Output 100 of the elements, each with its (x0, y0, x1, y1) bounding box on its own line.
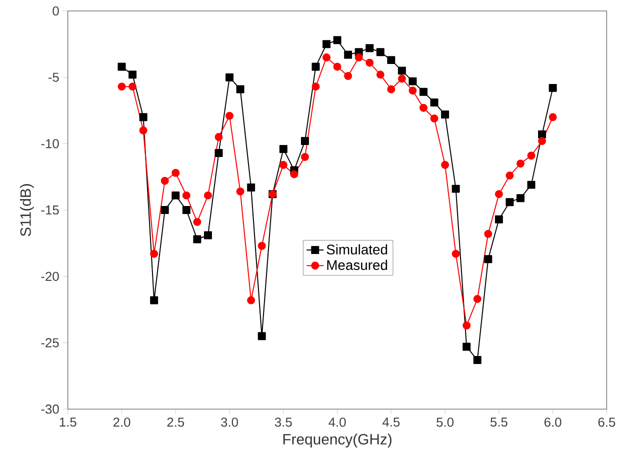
point (204, 231, 212, 240)
point (258, 332, 266, 340)
x-tick-label: 4.5 (382, 418, 400, 427)
point (193, 235, 202, 244)
point (462, 342, 471, 351)
point (139, 126, 148, 134)
point (452, 250, 460, 258)
point (300, 137, 309, 146)
point (236, 85, 244, 94)
legend-label: Simulated (326, 244, 388, 254)
point (139, 113, 148, 122)
point (441, 110, 450, 118)
point (322, 53, 330, 62)
point (548, 113, 557, 122)
point (193, 218, 202, 226)
point (226, 73, 234, 82)
point (150, 250, 158, 258)
point (462, 322, 471, 330)
point (333, 36, 342, 44)
point (548, 84, 557, 92)
point (430, 114, 438, 122)
point (344, 72, 352, 80)
point (484, 255, 492, 264)
y-tick-label: 0 (52, 6, 59, 16)
point (247, 184, 256, 192)
point (354, 53, 363, 62)
point (516, 194, 524, 202)
point (312, 82, 320, 91)
x-tick-label: 3.0 (221, 418, 238, 427)
point (128, 70, 137, 79)
point (204, 191, 212, 200)
point (473, 356, 482, 364)
point (258, 242, 266, 250)
point (441, 160, 450, 169)
point (408, 86, 417, 95)
point (279, 160, 288, 169)
point (236, 187, 244, 196)
point (420, 104, 428, 112)
x-axis-title: Frequency(GHz) (283, 434, 392, 448)
point (118, 82, 126, 91)
legend-label: Measured (327, 260, 388, 270)
point (376, 48, 384, 56)
point (484, 230, 492, 238)
point (408, 77, 417, 86)
x-tick-label: 5.5 (490, 418, 508, 427)
point (128, 82, 137, 91)
point (214, 133, 223, 142)
point (398, 74, 406, 83)
point (160, 176, 169, 185)
point (182, 191, 190, 200)
point (494, 215, 503, 224)
point (506, 198, 514, 206)
point (150, 296, 158, 304)
y-tick-label: -5 (48, 72, 59, 82)
point (430, 98, 438, 107)
point (214, 148, 223, 157)
point (398, 66, 406, 75)
point (333, 62, 342, 71)
x-tick-label: 6.0 (544, 418, 562, 427)
point (376, 70, 384, 79)
point (516, 160, 524, 168)
x-tick-label: 1.5 (60, 418, 76, 427)
point (527, 180, 536, 189)
point (366, 58, 374, 67)
point (290, 170, 298, 178)
x-tick-label: 2.5 (167, 418, 184, 427)
y-tick-label: -20 (41, 272, 59, 281)
point (506, 172, 514, 180)
point (226, 112, 234, 120)
point (247, 296, 256, 304)
point (300, 152, 309, 161)
x-tick-label: 4.0 (328, 418, 346, 427)
x-tick-label: 5.0 (436, 418, 454, 427)
point (172, 191, 180, 200)
point (172, 168, 180, 177)
y-axis-title: S11(dB) (20, 184, 34, 236)
point (387, 85, 396, 94)
point (312, 62, 320, 71)
point (452, 184, 460, 193)
point (473, 294, 482, 303)
y-tick-label: -30 (41, 404, 59, 414)
x-tick-label: 6.5 (598, 418, 616, 427)
y-tick-label: -15 (41, 206, 59, 215)
point (538, 137, 546, 146)
y-tick-label: -10 (41, 139, 59, 148)
point (527, 152, 536, 160)
point (160, 206, 169, 214)
y-tick-label: -25 (41, 338, 59, 348)
point (279, 145, 288, 153)
point (538, 130, 546, 138)
point (366, 44, 374, 52)
point (387, 56, 396, 64)
x-tick-label: 2.0 (113, 418, 130, 427)
point (344, 50, 352, 59)
point (182, 206, 190, 214)
x-tick-label: 3.5 (274, 418, 292, 427)
point (118, 62, 126, 71)
point (494, 190, 503, 198)
point (322, 40, 330, 48)
point (420, 88, 428, 96)
